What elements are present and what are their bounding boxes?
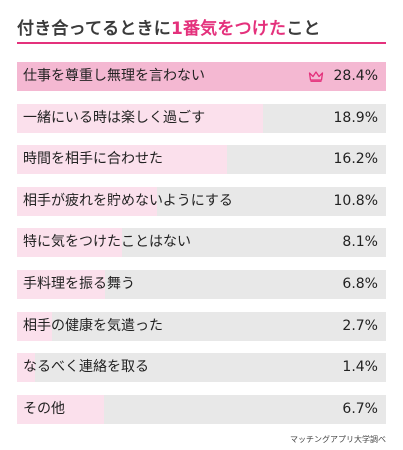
bar — [17, 103, 263, 133]
category-label: 相手が疲れを貯めないようにする — [23, 192, 233, 209]
bar — [17, 186, 158, 216]
value-label: 2.7% — [342, 317, 378, 334]
title-underline — [17, 42, 386, 44]
bar-row: 手料理を振る舞う 6.8% — [17, 270, 386, 299]
value-label: 18.9% — [333, 109, 378, 126]
category-label: その他 — [23, 400, 65, 417]
category-label: 特に気をつけたことはない — [23, 234, 191, 251]
category-label: 一緒にいる時は楽しく過ごす — [23, 109, 206, 126]
value-label: 6.7% — [342, 400, 378, 417]
value-label: 8.1% — [342, 234, 378, 251]
bar-row: その他 6.7% — [17, 394, 386, 424]
bar — [17, 228, 123, 258]
crown-icon — [308, 71, 324, 82]
bar — [17, 394, 105, 424]
value-label: 1.4% — [342, 359, 378, 376]
title-text-after: こと — [286, 19, 321, 39]
source-note: マッチングアプリ大学調べ — [290, 435, 386, 444]
value-label: 6.8% — [342, 276, 378, 292]
value-label: 10.8% — [333, 192, 378, 209]
category-label: 相手の健康を気遣った — [23, 317, 163, 334]
value-label: 28.4% — [333, 68, 378, 84]
bar-row: 相手の健康を気遣った 2.7% — [17, 311, 386, 341]
category-label: 時間を相手に合わせた — [23, 151, 163, 168]
bar — [17, 145, 228, 175]
category-label: なるべく連絡を取る — [23, 359, 149, 376]
category-label: 仕事を尊重し無理を言わない — [23, 68, 205, 84]
title-text-highlight: 1番気をつけた — [170, 19, 287, 39]
bar-row: 仕事を尊重し無理を言わない 28.4% — [17, 62, 386, 91]
bar — [17, 311, 53, 341]
bar — [17, 353, 36, 383]
bar-row: 相手が疲れを貯めないようにする 10.8% — [17, 186, 386, 216]
chart-title: 付き合ってるときに1番気をつけたこと — [17, 14, 321, 39]
bar — [17, 270, 106, 299]
bar-row: なるべく連絡を取る 1.4% — [17, 353, 386, 383]
bar-row: 特に気をつけたことはない 8.1% — [17, 228, 386, 258]
value-label: 16.2% — [333, 151, 378, 168]
category-label: 手料理を振る舞う — [23, 276, 135, 292]
bar — [17, 62, 386, 91]
bar-row: 一緒にいる時は楽しく過ごす 18.9% — [17, 103, 386, 133]
bar-row: 時間を相手に合わせた 16.2% — [17, 145, 386, 175]
title-text-before: 付き合ってるときに — [17, 19, 171, 39]
bar-chart: 仕事を尊重し無理を言わない 28.4% 一緒にいる時は楽しく過ごす 18.9% 時間を相… — [17, 62, 386, 430]
